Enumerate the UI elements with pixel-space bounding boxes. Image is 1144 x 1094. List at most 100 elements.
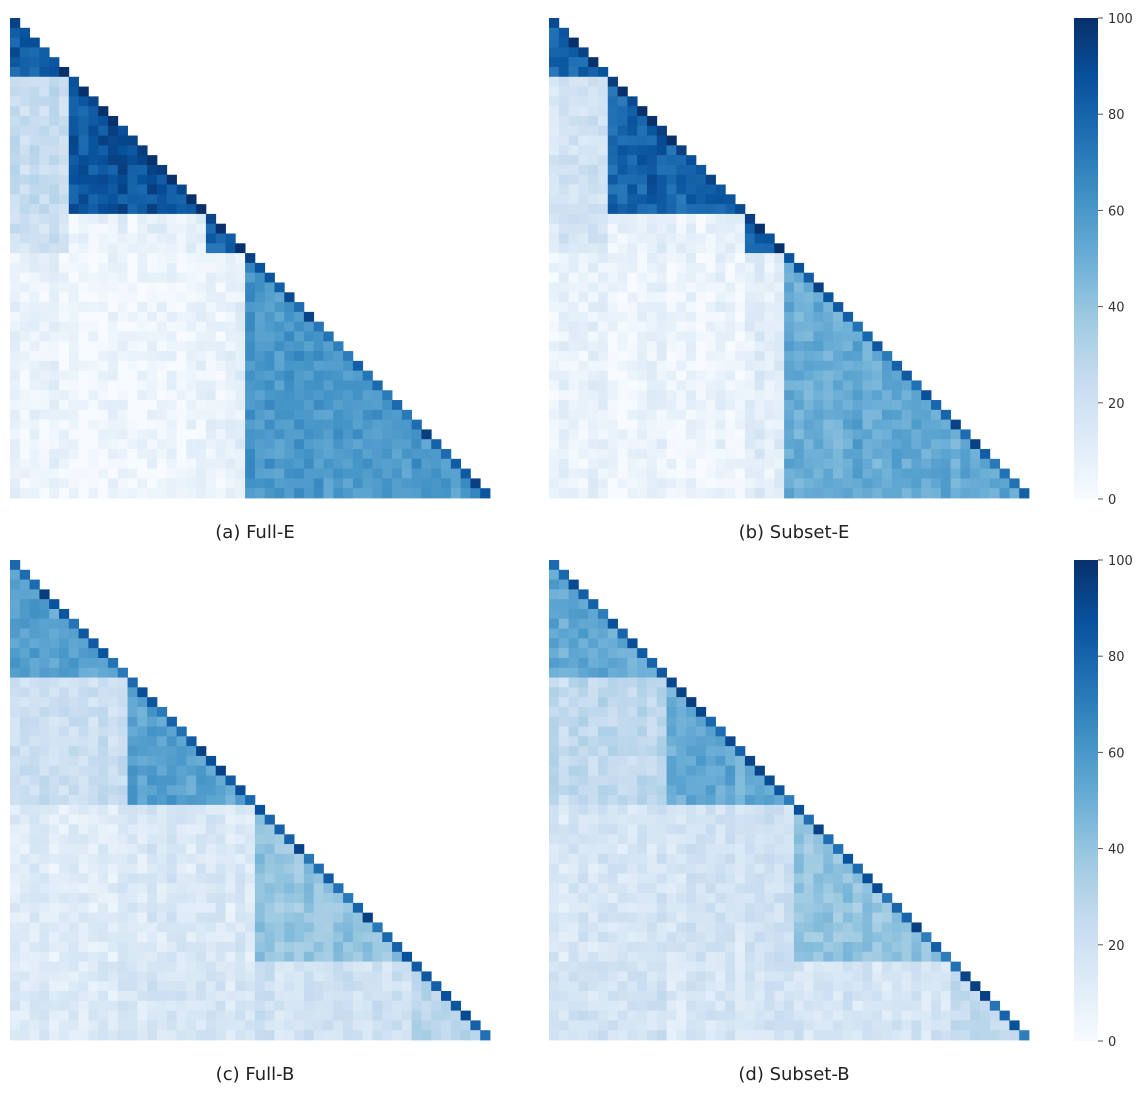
heatmap-cell bbox=[637, 1030, 648, 1041]
heatmap-cell bbox=[676, 390, 687, 401]
heatmap-cell bbox=[558, 370, 569, 381]
heatmap-cell bbox=[695, 726, 707, 737]
heatmap-cell bbox=[196, 873, 207, 884]
heatmap-cell bbox=[10, 390, 21, 401]
heatmap-cell bbox=[656, 380, 667, 391]
heatmap-cell bbox=[803, 893, 814, 904]
heatmap-cell bbox=[784, 1020, 795, 1031]
heatmap-cell bbox=[107, 991, 119, 1002]
heatmap-cell bbox=[921, 439, 932, 450]
heatmap-cell bbox=[607, 775, 618, 786]
heatmap-cell bbox=[147, 331, 158, 342]
heatmap-cell bbox=[460, 1020, 471, 1031]
heatmap-cell bbox=[117, 233, 128, 244]
heatmap-cell bbox=[215, 834, 226, 845]
heatmap-cell bbox=[803, 409, 814, 421]
heatmap-cell bbox=[431, 991, 442, 1002]
heatmap-cell bbox=[215, 961, 226, 972]
heatmap-cell bbox=[833, 449, 844, 460]
heatmap-cell bbox=[29, 755, 40, 767]
heatmap-cell bbox=[58, 1030, 70, 1041]
heatmap-cell bbox=[215, 844, 226, 855]
heatmap-cell bbox=[470, 488, 481, 499]
heatmap-cell bbox=[88, 844, 99, 855]
heatmap-cell bbox=[656, 292, 667, 303]
heatmap-cell bbox=[588, 86, 599, 97]
heatmap-cell bbox=[823, 331, 834, 342]
heatmap-cell bbox=[627, 932, 638, 943]
heatmap-cell bbox=[950, 439, 961, 450]
heatmap-cell bbox=[196, 351, 207, 362]
heatmap-cell bbox=[137, 488, 148, 499]
heatmap-cell bbox=[646, 272, 658, 283]
heatmap-cell bbox=[107, 873, 119, 884]
heatmap-cell bbox=[637, 981, 648, 992]
heatmap-cell bbox=[235, 1020, 246, 1031]
heatmap-cell bbox=[10, 96, 21, 107]
heatmap-cell bbox=[568, 204, 579, 215]
heatmap-cell bbox=[646, 863, 658, 874]
heatmap-cell bbox=[637, 991, 648, 1002]
heatmap-cell bbox=[78, 873, 89, 884]
heatmap-cell bbox=[215, 932, 226, 943]
heatmap-cell bbox=[39, 164, 50, 176]
heatmap-cell bbox=[29, 883, 40, 894]
heatmap-cell bbox=[49, 272, 60, 283]
heatmap-cell bbox=[196, 804, 207, 816]
heatmap-cell bbox=[450, 1020, 462, 1031]
heatmap-cell bbox=[186, 1020, 197, 1031]
heatmap-cell bbox=[597, 302, 609, 313]
heatmap-cell bbox=[666, 716, 677, 727]
heatmap-cell bbox=[10, 439, 21, 450]
heatmap-cell bbox=[78, 853, 89, 865]
heatmap-cell bbox=[656, 814, 667, 825]
heatmap-cell bbox=[147, 351, 158, 362]
heatmap-cell bbox=[98, 233, 109, 244]
colorbar-tick-label: 60 bbox=[1108, 746, 1125, 761]
heatmap-cell bbox=[137, 902, 148, 914]
heatmap-cell bbox=[264, 922, 275, 933]
heatmap-cell bbox=[441, 1000, 452, 1012]
heatmap-cell bbox=[156, 213, 168, 225]
heatmap-cell bbox=[970, 488, 981, 499]
heatmap-cell bbox=[676, 775, 687, 786]
heatmap-cell bbox=[803, 341, 814, 352]
heatmap-cell bbox=[39, 439, 50, 450]
heatmap-cell bbox=[274, 351, 285, 362]
heatmap-cell bbox=[872, 468, 883, 479]
heatmap-cell bbox=[842, 321, 854, 332]
heatmap-cell bbox=[774, 272, 785, 283]
heatmap-cell bbox=[117, 844, 128, 855]
heatmap-cell bbox=[313, 409, 324, 421]
heatmap-cell bbox=[78, 844, 89, 855]
heatmap-cell bbox=[627, 106, 638, 117]
heatmap-cell bbox=[597, 194, 609, 205]
heatmap-cell bbox=[127, 468, 138, 479]
heatmap-cell bbox=[196, 380, 207, 391]
heatmap-cell bbox=[186, 272, 197, 283]
heatmap-cell bbox=[58, 873, 70, 884]
heatmap-cell bbox=[715, 439, 726, 450]
heatmap-cell bbox=[666, 677, 677, 688]
heatmap-cell bbox=[735, 262, 746, 274]
heatmap-cell bbox=[764, 804, 775, 816]
heatmap-cell bbox=[764, 775, 775, 786]
heatmap-cell bbox=[29, 488, 40, 499]
heatmap-cell bbox=[754, 961, 765, 972]
heatmap-cell bbox=[147, 194, 158, 205]
heatmap-cell bbox=[88, 804, 99, 816]
heatmap-cell bbox=[274, 893, 285, 904]
heatmap-cell bbox=[372, 458, 383, 470]
heatmap-cell bbox=[196, 1030, 207, 1041]
heatmap-cell bbox=[117, 429, 128, 440]
heatmap-cell bbox=[235, 804, 246, 816]
heatmap-cell bbox=[568, 488, 579, 499]
heatmap-cell bbox=[940, 1020, 952, 1031]
heatmap-cell bbox=[215, 429, 226, 440]
heatmap-cell bbox=[88, 262, 99, 274]
heatmap-cell bbox=[313, 380, 324, 391]
heatmap-cell bbox=[127, 795, 138, 806]
heatmap-cell bbox=[607, 292, 618, 303]
heatmap-cell bbox=[735, 961, 746, 972]
heatmap-cell bbox=[186, 380, 197, 391]
